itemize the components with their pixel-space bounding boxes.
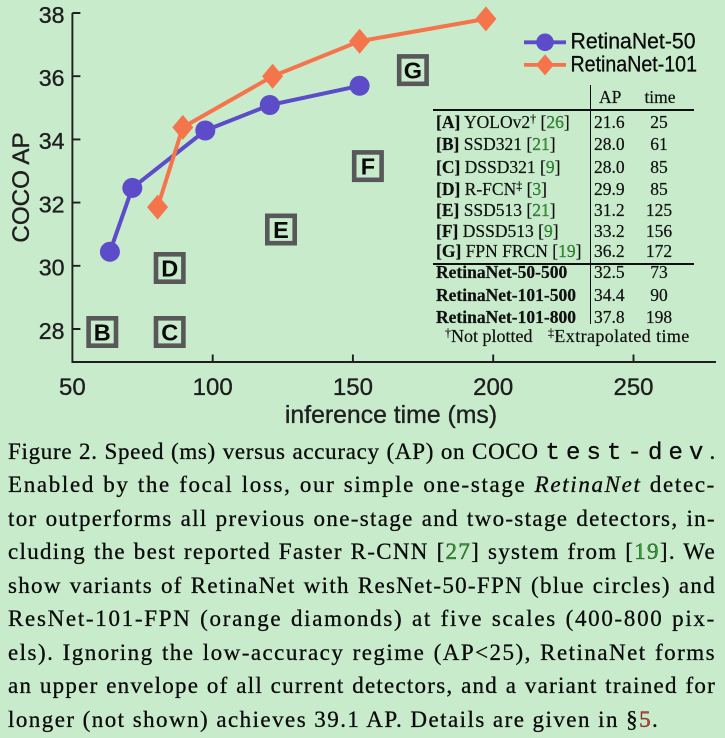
svg-text:30: 30 [39, 255, 65, 281]
svg-text:C: C [161, 319, 178, 345]
svg-text:34: 34 [39, 128, 65, 154]
svg-text:150: 150 [333, 374, 373, 401]
svg-text:32: 32 [39, 191, 65, 217]
svg-text:28: 28 [39, 318, 65, 344]
svg-text:100: 100 [193, 374, 233, 401]
svg-text:inference time (ms): inference time (ms) [285, 402, 497, 429]
svg-text:50: 50 [59, 374, 86, 401]
svg-text:E: E [273, 217, 289, 243]
svg-text:B: B [94, 319, 111, 345]
svg-text:F: F [361, 154, 375, 180]
svg-text:36: 36 [39, 65, 65, 91]
svg-text:COCO AP: COCO AP [8, 132, 35, 242]
svg-text:38: 38 [39, 2, 65, 28]
svg-text:250: 250 [613, 374, 653, 401]
svg-text:RetinaNet-101: RetinaNet-101 [571, 52, 698, 77]
svg-text:G: G [404, 58, 422, 84]
svg-text:200: 200 [473, 374, 513, 401]
svg-text:D: D [161, 255, 178, 281]
svg-text:RetinaNet-50: RetinaNet-50 [571, 29, 696, 54]
